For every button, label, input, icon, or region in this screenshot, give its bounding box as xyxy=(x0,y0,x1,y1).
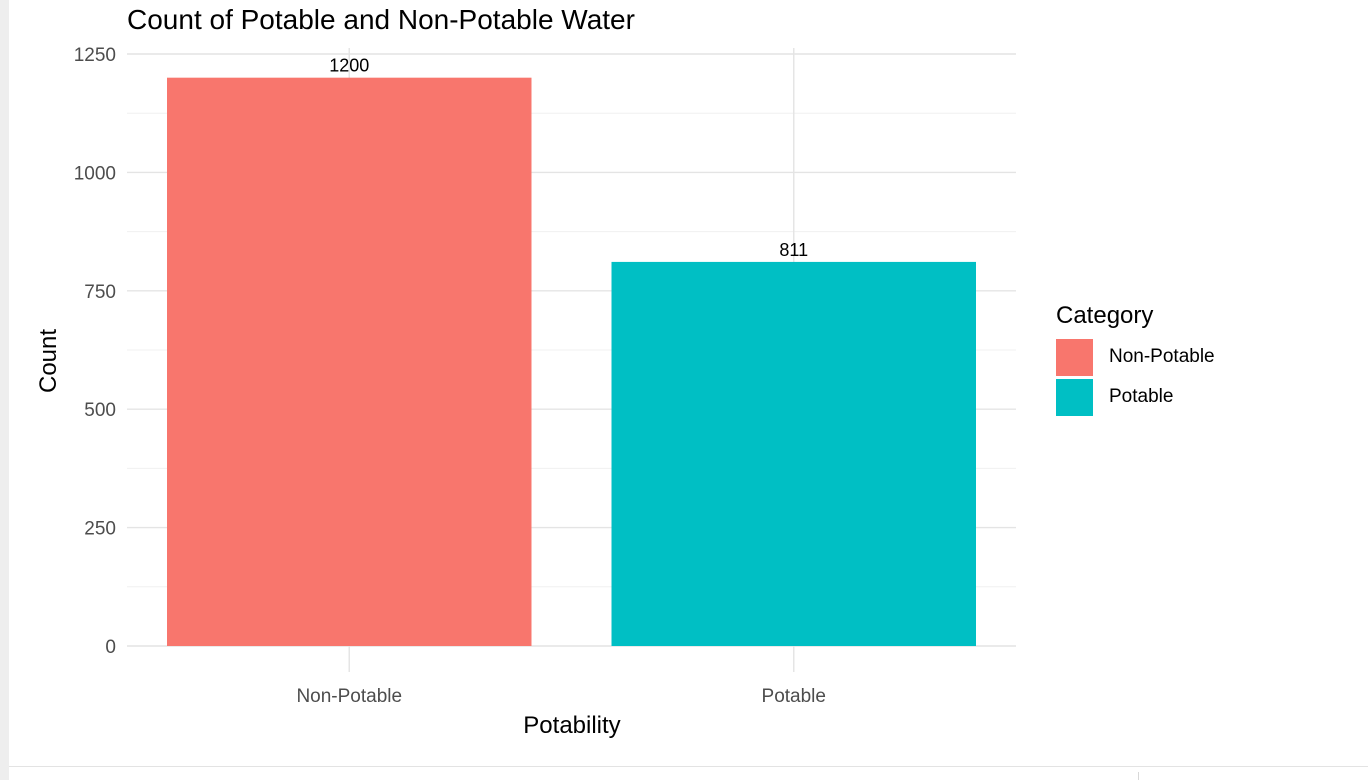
window-divider xyxy=(1138,772,1139,780)
y-tick-label: 500 xyxy=(84,400,116,421)
bar-non-potable xyxy=(167,77,532,647)
data-label: 1200 xyxy=(329,56,369,76)
data-label: 811 xyxy=(779,240,808,260)
legend-label: Potable xyxy=(1109,386,1174,407)
chart-title: Count of Potable and Non-Potable Water xyxy=(127,4,635,35)
legend-swatch-non-potable xyxy=(1056,338,1093,376)
legend-title: Category xyxy=(1056,302,1154,329)
legend-item-non-potable: Non-Potable xyxy=(1056,338,1215,376)
x-tick-label: Potable xyxy=(762,686,826,707)
x-tick-label: Non-Potable xyxy=(296,686,402,707)
legend-swatch-potable xyxy=(1056,378,1093,416)
x-axis-title: Potability xyxy=(523,712,620,739)
window-bottom-border xyxy=(9,766,1368,767)
bars xyxy=(167,77,976,647)
y-axis-title: Count xyxy=(35,329,62,393)
y-tick-label: 250 xyxy=(84,519,116,540)
legend-label: Non-Potable xyxy=(1109,346,1215,367)
y-tick-label: 0 xyxy=(105,637,116,658)
window-left-edge xyxy=(0,0,9,780)
y-axis-ticks: 0 250 500 750 1000 1250 xyxy=(74,45,116,658)
legend-item-potable: Potable xyxy=(1056,378,1215,416)
x-axis-ticks: Non-Potable Potable xyxy=(296,686,826,707)
data-labels: 1200 811 xyxy=(329,56,808,260)
bar-potable xyxy=(611,261,976,646)
y-tick-label: 750 xyxy=(84,282,116,303)
y-tick-label: 1250 xyxy=(74,45,116,66)
y-tick-label: 1000 xyxy=(74,163,116,184)
legend: Category Non-Potable Potable xyxy=(1056,302,1215,418)
